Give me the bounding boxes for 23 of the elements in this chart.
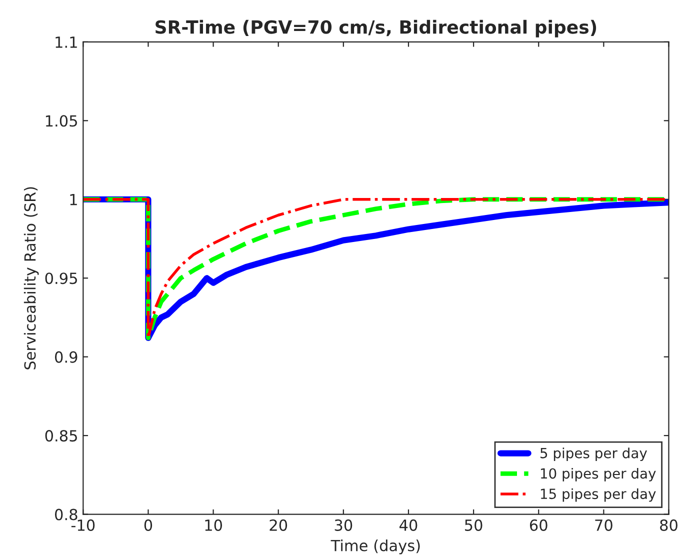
x-tick-label: 70 [595,519,612,531]
x-tick-label: 40 [400,519,418,531]
x-tick-label: 0 [144,519,152,531]
x-tick-label: 80 [660,519,678,531]
y-tick-label: 0.95 [45,272,77,284]
y-tick-label: 0.85 [45,430,77,442]
x-tick-label: 60 [530,519,548,531]
legend-label: 10 pipes per day [540,468,656,482]
x-tick-label: 30 [334,519,352,531]
x-tick-label: 50 [465,519,482,531]
y-tick-label: 0.9 [55,351,78,363]
y-axis-title: Serviceability Ratio (SR) [24,187,39,370]
x-axis-title: Time (days) [330,539,420,554]
y-tick-label: 1.05 [46,115,77,127]
y-tick-label: 1.1 [56,36,77,48]
x-tick-label: 20 [270,519,288,531]
y-tick-label: 0.8 [55,508,78,520]
legend-label: 5 pipes per day [540,448,647,462]
legend-label: 15 pipes per day [540,488,656,502]
x-tick-label: -10 [71,519,95,531]
chart-title: SR-Time (PGV=70 cm/s, Bidirectional pipes) [156,20,596,38]
x-tick-label: 10 [205,519,222,531]
y-tick-label: 1 [70,194,77,206]
